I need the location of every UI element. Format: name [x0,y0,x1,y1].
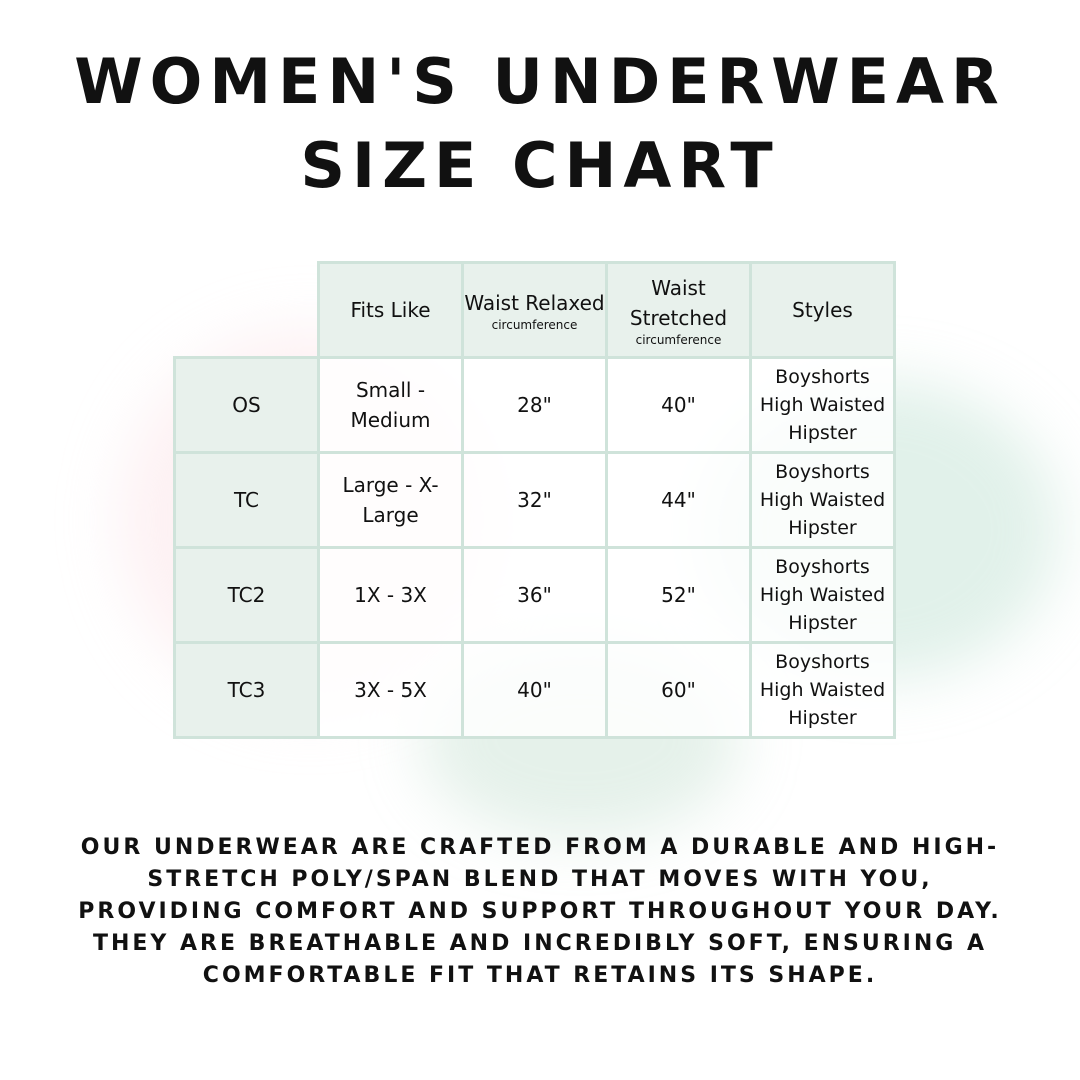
style-item: High Waisted [759,679,886,701]
empty-corner-cell [175,263,319,358]
fabric-description: Our underwear are crafted from a durable… [78,835,1002,988]
waist-stretched-cell: 40" [605,356,752,454]
size-cell: TC [173,451,320,549]
size-chart-table: Fits Like Waist Relaxed circumference Wai… [173,261,896,739]
table-row: TC2 1X - 3X 36" 52" Boyshorts High Waisted Hip… [173,546,896,644]
page-title: WOMEN'S UNDERWEAR SIZE CHART [0,40,1080,208]
style-item: High Waisted [759,489,886,511]
style-item: Boyshorts [775,461,870,483]
style-item: Hipster [788,707,857,729]
size-cell: TC3 [173,641,320,739]
style-item: Boyshorts [775,366,870,388]
styles-cell: Boyshorts High Waisted Hipster [749,546,896,644]
style-item: Boyshorts [775,556,870,578]
style-item: Boyshorts [775,651,870,673]
table-row: TC3 3X - 5X 40" 60" Boyshorts High Waisted Hip… [173,641,896,739]
styles-cell: Boyshorts High Waisted Hipster [749,356,896,454]
size-cell: TC2 [173,546,320,644]
header-sub: circumference [491,318,578,332]
size-cell: OS [173,356,320,454]
header-waist-stretched: Waist Stretched circumference [605,261,752,359]
header-styles: Styles [749,261,896,359]
header-fits-like: Fits Like [317,261,464,359]
waist-relaxed-cell: 32" [461,451,608,549]
fits-like-cell: Large - X-Large [317,451,464,549]
title-line-2: SIZE CHART [300,129,780,202]
fits-like-cell: Small - Medium [317,356,464,454]
fits-like-cell: 1X - 3X [317,546,464,644]
style-item: Hipster [788,422,857,444]
style-item: High Waisted [759,394,886,416]
table-header-row: Fits Like Waist Relaxed circumference Wai… [175,261,896,359]
title-line-1: WOMEN'S UNDERWEAR [74,45,1006,118]
style-item: High Waisted [759,584,886,606]
table-row: TC Large - X-Large 32" 44" Boyshorts High Wai… [173,451,896,549]
style-item: Hipster [788,517,857,539]
waist-stretched-cell: 44" [605,451,752,549]
header-waist-relaxed: Waist Relaxed circumference [461,261,608,359]
waist-relaxed-cell: 36" [461,546,608,644]
waist-relaxed-cell: 28" [461,356,608,454]
styles-cell: Boyshorts High Waisted Hipster [749,641,896,739]
waist-relaxed-cell: 40" [461,641,608,739]
header-sub: circumference [635,333,722,347]
table-row: OS Small - Medium 28" 40" Boyshorts High Wais… [173,356,896,454]
style-item: Hipster [788,612,857,634]
waist-stretched-cell: 60" [605,641,752,739]
waist-stretched-cell: 52" [605,546,752,644]
fits-like-cell: 3X - 5X [317,641,464,739]
styles-cell: Boyshorts High Waisted Hipster [749,451,896,549]
